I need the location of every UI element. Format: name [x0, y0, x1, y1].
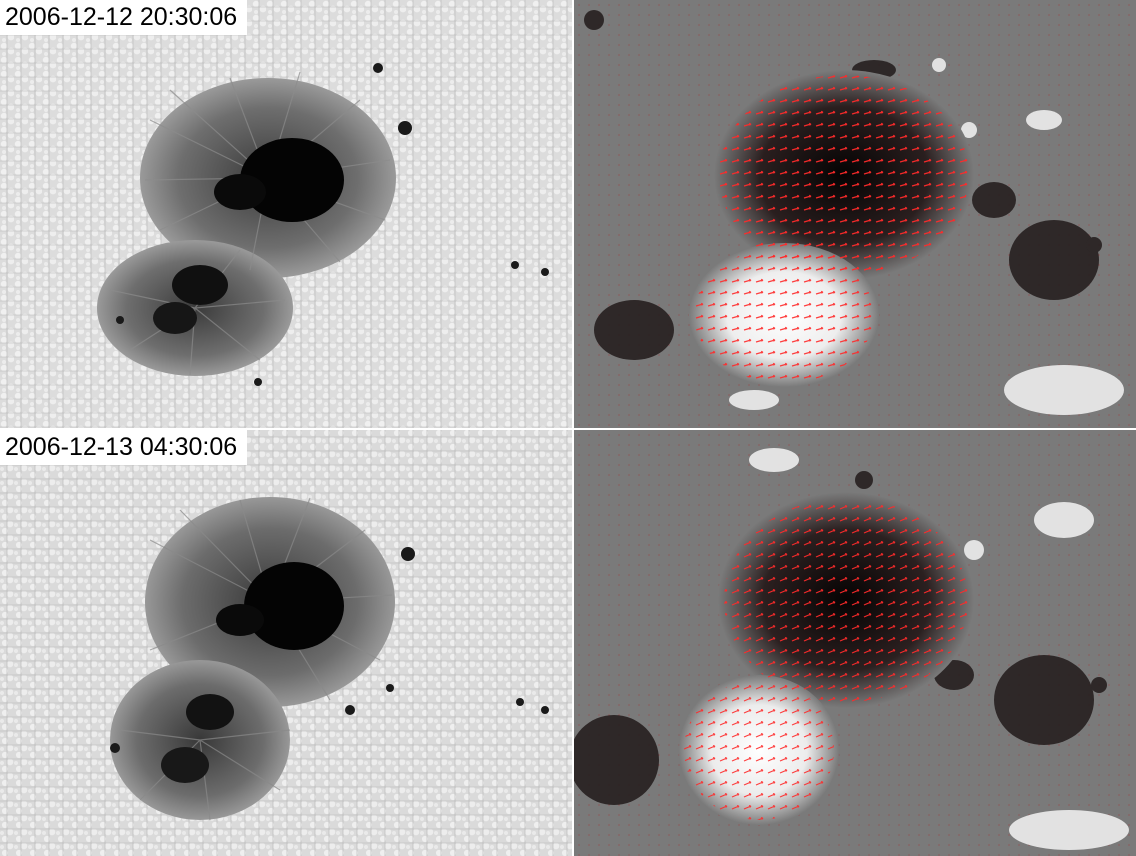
- secondary-umbra: [172, 265, 228, 305]
- magnetogram-image-bottom: [574, 430, 1136, 856]
- network-flux: [584, 10, 1124, 415]
- timestamp-label: 2006-12-12 20:30:06: [0, 0, 248, 35]
- secondary-umbra-2: [161, 747, 209, 783]
- secondary-umbra: [186, 694, 234, 730]
- continuum-image-bottom: 2006-12-13 04:30:06: [0, 430, 572, 856]
- sunspot-continuum-svg-bottom: [0, 430, 572, 856]
- network-flux: [574, 448, 1129, 850]
- transverse-field-arrows-main: [724, 498, 968, 702]
- vector-magnetogram-svg-bottom: [574, 430, 1136, 856]
- transverse-field-arrows-secondary: [694, 247, 874, 383]
- magnetogram-image-top: [574, 0, 1136, 428]
- continuum-image-top: 2006-12-12 20:30:06: [0, 0, 572, 428]
- umbra-lobe: [216, 604, 264, 636]
- vector-magnetogram-svg-top: [574, 0, 1136, 428]
- pores: [110, 547, 549, 753]
- secondary-umbra-2: [153, 302, 197, 334]
- sunspot-continuum-svg-top: [0, 0, 572, 428]
- umbra-lobe: [214, 174, 266, 210]
- transverse-field-arrows-main: [719, 75, 969, 275]
- main-umbra: [240, 138, 344, 222]
- timestamp-label: 2006-12-13 04:30:06: [0, 430, 248, 465]
- main-umbra: [244, 562, 344, 650]
- pores: [116, 63, 549, 386]
- panel-divider-horizontal: [0, 428, 1136, 430]
- transverse-field-arrows-secondary: [684, 680, 834, 820]
